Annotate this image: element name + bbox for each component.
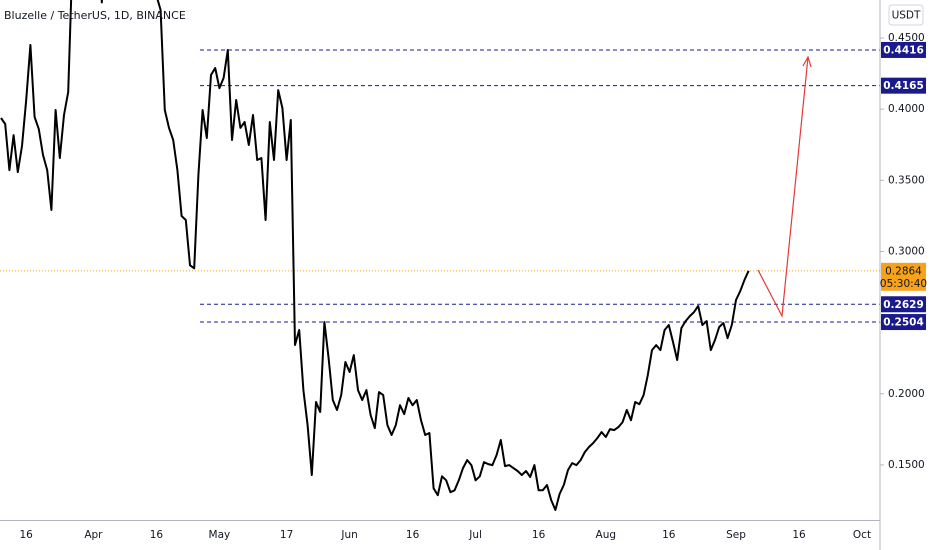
plot-area: [0, 0, 880, 511]
x-tick-label: Jul: [468, 529, 482, 541]
currency-box[interactable]: [888, 4, 924, 26]
x-tick-label: Apr: [84, 529, 103, 541]
x-tick-label: 16: [792, 529, 806, 541]
y-tick-label: 0.3500: [888, 174, 925, 186]
price-line: [0, 0, 750, 511]
level-tag: [881, 314, 926, 331]
x-tick-label: Jun: [340, 529, 357, 541]
chart-title: Bluzelle / TetherUS, 1D, BINANCE: [4, 9, 186, 22]
x-tick-label: Oct: [853, 529, 871, 541]
level-tag: [881, 41, 926, 58]
x-tick-label: May: [209, 529, 231, 541]
y-tick-label: 0.4000: [888, 103, 925, 115]
level-label: 0.2504: [883, 317, 924, 329]
x-tick-label: 16: [406, 529, 420, 541]
x-tick-label: 16: [662, 529, 676, 541]
y-tick-label: 0.3000: [888, 245, 925, 257]
level-tag: [881, 77, 926, 94]
countdown-label: 05:30:40: [880, 278, 927, 290]
level-label: 0.4165: [883, 80, 924, 92]
y-tick-label: 0.2000: [888, 388, 925, 400]
y-tick-label: 0.1500: [888, 459, 925, 471]
level-label: 0.4416: [883, 44, 924, 56]
x-tick-label: 16: [532, 529, 546, 541]
projection-arrow: [757, 56, 809, 319]
last-price-label: 0.2864: [885, 265, 922, 277]
level-label: 0.2629: [883, 299, 924, 311]
x-tick-label: Sep: [726, 529, 746, 541]
arrow-head: [802, 55, 812, 68]
x-tick-label: 17: [280, 529, 293, 541]
y-tick-label: 0.4500: [888, 32, 925, 44]
last-price-tag: [881, 262, 926, 291]
level-tag: [881, 296, 926, 313]
x-tick-label: 16: [150, 529, 164, 541]
currency-label: USDT: [892, 10, 921, 22]
x-tick-label: Aug: [596, 529, 617, 541]
x-tick-label: 16: [20, 529, 34, 541]
